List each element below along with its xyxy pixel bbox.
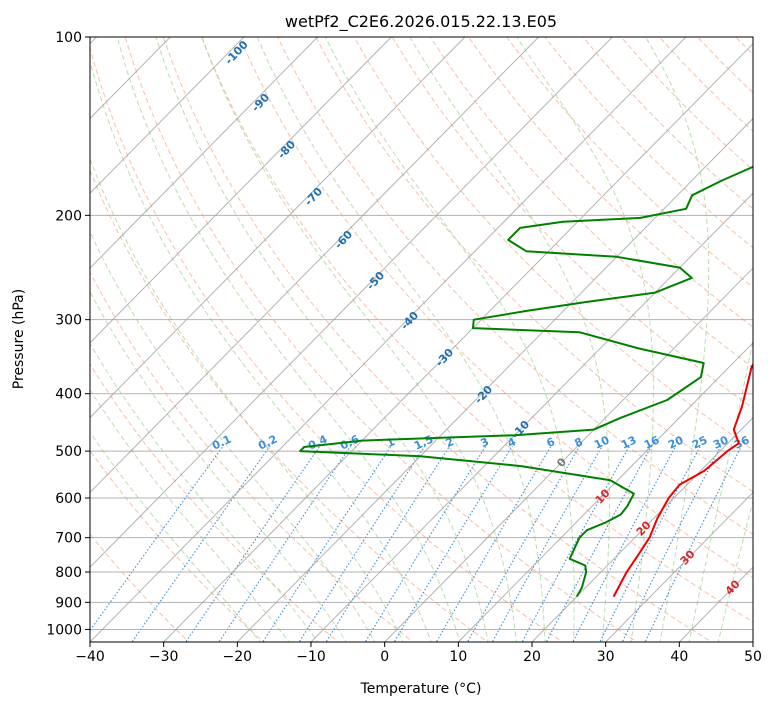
moist-adiabat: [90, 389, 290, 642]
mixing-ratio-label: 13: [619, 433, 638, 451]
y-tick-label: 100: [55, 30, 82, 46]
dry-adiabat: [239, 37, 753, 579]
dry-adiabat: [90, 169, 489, 642]
y-tick-label: 500: [55, 444, 82, 460]
mixing-ratio-line: [521, 445, 631, 642]
mixing-ratio-line: [364, 445, 487, 642]
mixing-ratio-line: [185, 445, 321, 642]
plot-frame: [89, 36, 754, 643]
x-axis-label: Temperature (°C): [360, 681, 482, 697]
dry-adiabat: [429, 37, 753, 369]
moist-adiabat: [90, 431, 261, 642]
mixing-ratio-label: 25: [690, 433, 709, 451]
mixing-ratio-label: 30: [711, 433, 731, 451]
dry-adiabat: [315, 37, 753, 493]
isotherm: [531, 416, 753, 642]
isotherm: [90, 37, 613, 568]
axes: −40 −30 −20 −10 0 10 20 30 40 50 100 200 300 400 500 60…: [46, 30, 762, 665]
mixing-ratio-line: [466, 445, 581, 642]
y-tick-label: 800: [55, 565, 82, 581]
mixing-ratio-line: [262, 445, 392, 642]
y-tick-label: 300: [55, 313, 82, 329]
isotherm: [90, 37, 318, 269]
isotherm: [384, 267, 753, 642]
mixing-ratio-line: [218, 445, 352, 642]
y-tick-label: 900: [55, 595, 82, 611]
mixing-ratio-line: [325, 445, 451, 642]
moist-adiabat: [90, 230, 376, 642]
mixing-ratio-line: [572, 445, 677, 642]
mixing-ratio-label: 20: [666, 433, 686, 451]
y-tick-label: 200: [55, 208, 82, 224]
isotherm: [236, 117, 753, 642]
x-tick-label: 40: [670, 649, 688, 665]
isotherm: [90, 37, 687, 642]
isotherm: [163, 42, 753, 642]
temperature-line: [612, 362, 753, 598]
y-tick-label: 600: [55, 491, 82, 507]
profile-lines: [299, 165, 753, 598]
moist-adiabat: [90, 290, 347, 642]
y-tick-label: 400: [55, 387, 82, 403]
mixing-ratio-line: [298, 445, 426, 642]
x-tick-label: 20: [523, 649, 541, 665]
isotherm: [90, 37, 245, 194]
isotherm: [90, 37, 392, 344]
mixing-ratio-line: [90, 445, 224, 632]
y-axis-label: Pressure (hPa): [11, 289, 27, 389]
isotherm: [457, 342, 753, 642]
isotherm: [90, 37, 466, 419]
y-tick-label: 1000: [46, 622, 82, 638]
dry-adiabat: [277, 37, 753, 535]
dry-adiabat: [506, 37, 753, 288]
x-tick-label: −40: [75, 649, 105, 665]
y-tick-label: 700: [55, 531, 82, 547]
x-tick-label: 0: [380, 649, 389, 665]
x-tick-label: −10: [296, 649, 326, 665]
x-tick-label: 10: [449, 649, 467, 665]
moist-adiabat: [90, 59, 432, 642]
isotherm: [90, 37, 539, 494]
dewpoint-line: [299, 165, 753, 598]
x-tick-label: 30: [597, 649, 615, 665]
moist-adiabat: [90, 157, 404, 642]
x-tick-label: 50: [744, 649, 762, 665]
background-lines: [90, 37, 753, 642]
isotherm: [605, 491, 753, 642]
x-tick-label: −30: [149, 649, 179, 665]
x-tick-label: −20: [223, 649, 253, 665]
mixing-ratio-label: 10: [592, 433, 612, 451]
mixing-ratio-label: 16: [642, 433, 662, 451]
chart-title: wetPf2_C2E6.2026.015.22.13.E05: [285, 12, 557, 32]
dry-adiabat: [391, 37, 753, 409]
